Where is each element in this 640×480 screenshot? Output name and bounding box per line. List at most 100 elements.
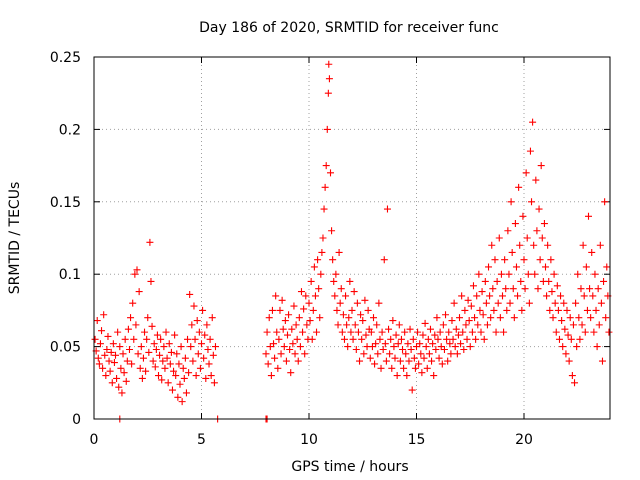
data-point-marker (460, 345, 468, 353)
data-point-marker (123, 357, 131, 365)
data-point-marker (573, 343, 581, 351)
data-point-marker (117, 364, 125, 372)
data-point-marker (133, 266, 141, 274)
data-point-marker (159, 357, 167, 365)
data-point-marker (408, 386, 416, 394)
data-point-marker (432, 345, 440, 353)
data-point-marker (540, 220, 548, 228)
data-point-marker (328, 227, 336, 235)
data-point-marker (506, 299, 514, 307)
data-point-marker (347, 328, 355, 336)
data-point-marker (106, 367, 114, 375)
data-point-marker (358, 335, 366, 343)
data-point-marker (515, 183, 523, 191)
data-point-marker (306, 317, 314, 325)
data-point-marker (529, 118, 537, 126)
data-point-marker (101, 351, 109, 359)
data-point-marker (536, 256, 544, 264)
data-point-marker (409, 335, 417, 343)
data-point-marker (188, 321, 196, 329)
data-point-marker (471, 314, 479, 322)
data-point-marker (532, 176, 540, 184)
data-point-marker (516, 241, 524, 249)
data-point-marker (286, 345, 294, 353)
data-point-marker (174, 393, 182, 401)
data-point-marker (158, 376, 166, 384)
data-point-marker (566, 314, 574, 322)
data-point-marker (263, 328, 271, 336)
data-point-marker (332, 270, 340, 278)
data-point-marker (104, 332, 112, 340)
data-point-marker (449, 335, 457, 343)
data-point-marker (422, 343, 430, 351)
data-point-marker (547, 256, 555, 264)
data-point-marker (534, 285, 542, 293)
data-point-marker (505, 270, 513, 278)
data-point-marker (322, 162, 330, 170)
data-point-marker (181, 354, 189, 362)
data-point-marker (544, 241, 552, 249)
data-point-marker (147, 277, 155, 285)
data-points (91, 60, 613, 423)
data-point-marker (336, 299, 344, 307)
data-point-marker (192, 372, 200, 380)
data-point-marker (168, 386, 176, 394)
data-point-marker (267, 372, 275, 380)
data-point-marker (461, 306, 469, 314)
data-point-marker (577, 285, 585, 293)
data-point-marker (166, 360, 174, 368)
data-point-marker (93, 317, 101, 325)
data-point-marker (348, 306, 356, 314)
data-point-marker (200, 354, 208, 362)
data-point-marker (581, 328, 589, 336)
data-point-marker (274, 364, 282, 372)
data-point-marker (530, 241, 538, 249)
data-point-marker (156, 351, 164, 359)
data-point-marker (467, 302, 475, 310)
data-point-marker (457, 340, 465, 348)
data-point-marker (349, 335, 357, 343)
data-point-marker (493, 277, 501, 285)
data-point-marker (466, 343, 474, 351)
data-point-marker (436, 328, 444, 336)
data-point-marker (535, 205, 543, 213)
data-point-marker (443, 335, 451, 343)
data-point-marker (562, 350, 570, 358)
data-point-marker (185, 369, 193, 377)
data-point-marker (428, 357, 436, 365)
data-point-marker (364, 306, 372, 314)
data-point-marker (431, 331, 439, 339)
data-point-marker (580, 292, 588, 300)
data-point-marker (405, 357, 413, 365)
data-point-marker (400, 364, 408, 372)
data-point-marker (112, 351, 119, 359)
data-point-marker (285, 311, 293, 319)
data-point-marker (462, 321, 470, 329)
data-point-marker (600, 277, 608, 285)
data-point-marker (343, 321, 351, 329)
data-point-marker (389, 317, 397, 325)
data-point-marker (483, 321, 491, 329)
data-point-marker (137, 343, 145, 351)
data-point-marker (115, 383, 123, 391)
x-tick-label: 15 (408, 432, 426, 448)
data-point-marker (474, 321, 482, 329)
data-point-marker (320, 205, 328, 213)
data-point-marker (209, 351, 217, 359)
data-point-marker (289, 340, 297, 348)
data-point-marker (598, 357, 606, 365)
data-point-marker (597, 299, 605, 307)
data-point-marker (446, 340, 454, 348)
data-point-marker (492, 328, 500, 336)
data-point-marker (279, 325, 287, 333)
data-point-marker (102, 372, 110, 380)
data-point-marker (424, 335, 432, 343)
data-point-marker (586, 285, 594, 293)
data-point-marker (406, 325, 414, 333)
data-point-marker (404, 340, 412, 348)
data-point-marker (451, 343, 459, 351)
data-point-marker (590, 328, 598, 336)
data-point-marker (502, 285, 510, 293)
data-point-marker (305, 299, 313, 307)
data-point-marker (528, 198, 536, 206)
